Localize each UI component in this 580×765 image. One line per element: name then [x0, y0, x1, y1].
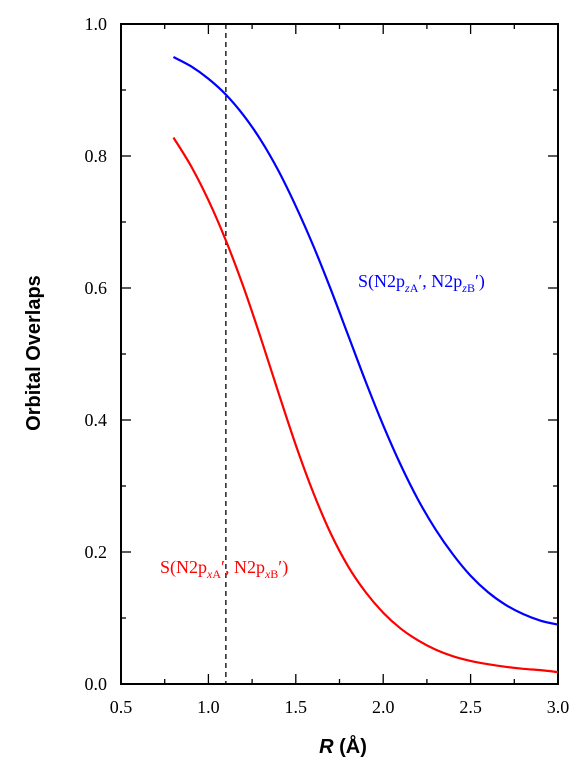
x-tick-label: 0.5	[110, 697, 133, 717]
x-axis-title-unit: (Å)	[334, 734, 367, 758]
x-tick-label: 1.0	[197, 697, 220, 717]
x-tick-label: 2.5	[459, 697, 482, 717]
series-lines	[172, 56, 559, 674]
axis-ticks	[120, 23, 559, 685]
y-tick-label: 0.6	[85, 278, 108, 298]
y-tick-label: 0.4	[85, 410, 108, 430]
plot-frame	[120, 23, 559, 685]
y-axis-title: Orbital Overlaps	[23, 275, 45, 431]
plot-frame-group	[120, 23, 559, 685]
series-line-pz	[172, 56, 559, 626]
x-tick-label: 2.0	[372, 697, 395, 717]
series-line-px	[172, 136, 559, 674]
x-tick-label: 3.0	[547, 697, 570, 717]
series-label-px: S(N2pxA′, N2pxB′)	[160, 557, 288, 581]
x-axis-title-symbol: R	[319, 736, 334, 758]
y-tick-label: 0.8	[85, 146, 108, 166]
y-tick-label: 0.2	[85, 542, 108, 562]
series-label-pz: S(N2pzA′, N2pzB′)	[358, 271, 485, 295]
y-tick-label: 0.0	[85, 674, 108, 694]
y-tick-label: 1.0	[85, 14, 108, 34]
x-axis-title: R (Å)	[319, 734, 367, 758]
axis-tick-labels: 0.5 1.0 1.5 2.0 2.5 3.0 0.0 0.2 0.4 0.6 0.8 1.0	[85, 14, 570, 717]
x-tick-label: 1.5	[285, 697, 308, 717]
